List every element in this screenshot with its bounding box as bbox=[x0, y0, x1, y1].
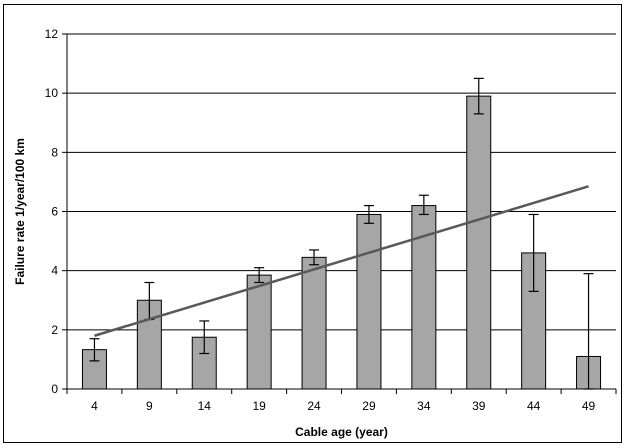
y-tick-label: 0 bbox=[51, 382, 58, 396]
y-tick-label: 6 bbox=[51, 205, 58, 219]
x-tick-label: 34 bbox=[417, 399, 431, 413]
y-tick-label: 8 bbox=[51, 145, 58, 159]
bar bbox=[466, 95, 492, 390]
x-axis-title: Cable age (year) bbox=[295, 425, 388, 439]
bars bbox=[81, 95, 602, 390]
x-tick-label: 29 bbox=[362, 399, 376, 413]
error-bars bbox=[89, 77, 594, 390]
bar bbox=[246, 274, 272, 390]
bar bbox=[301, 256, 327, 390]
x-tick-label: 24 bbox=[307, 399, 321, 413]
y-tick-labels: 0 2 4 6 8 10 12 bbox=[45, 27, 59, 396]
y-tick-label: 4 bbox=[51, 264, 58, 278]
x-tick-labels: 4 9 14 19 24 29 34 39 44 49 bbox=[91, 399, 595, 413]
x-tick-label: 9 bbox=[146, 399, 153, 413]
bar bbox=[356, 213, 382, 390]
x-tick-label: 44 bbox=[527, 399, 541, 413]
x-tick-label: 39 bbox=[472, 399, 486, 413]
trendline bbox=[94, 185, 589, 337]
y-tick-label: 2 bbox=[51, 323, 58, 337]
y-tick-label: 12 bbox=[45, 27, 59, 41]
axes bbox=[62, 33, 617, 394]
y-axis-title: Failure rate 1/year/100 km bbox=[13, 138, 27, 285]
x-tick-label: 14 bbox=[198, 399, 212, 413]
x-tick-label: 49 bbox=[582, 399, 596, 413]
x-tick-label: 19 bbox=[252, 399, 266, 413]
y-tick-label: 10 bbox=[45, 86, 59, 100]
x-tick-label: 4 bbox=[91, 399, 98, 413]
